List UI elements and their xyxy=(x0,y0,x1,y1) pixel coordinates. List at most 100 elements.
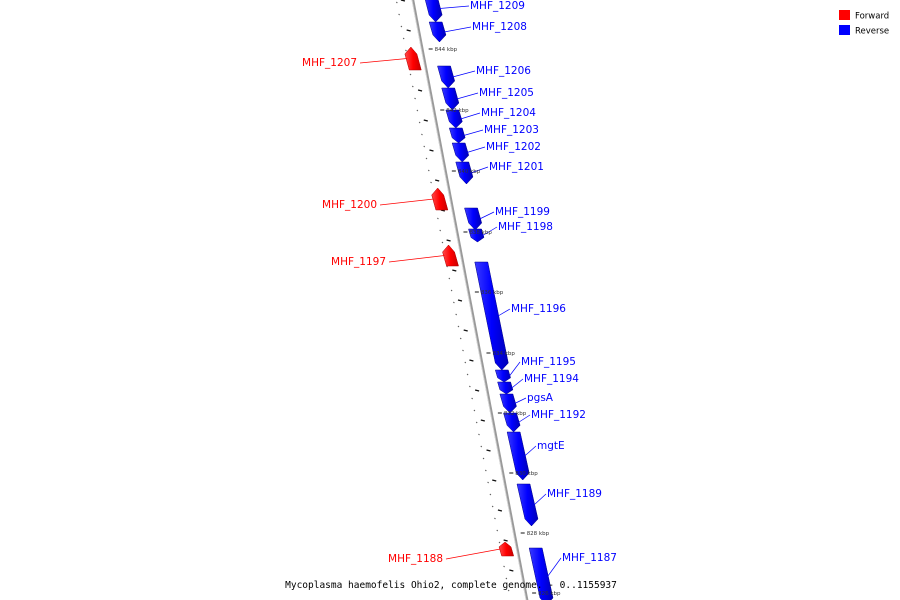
gene-leader-line xyxy=(445,548,501,560)
minor-tick xyxy=(398,13,400,16)
major-tick xyxy=(509,569,514,572)
kbp-label: 844 kbp xyxy=(435,47,458,53)
gene-label-pgsa[interactable]: pgsA xyxy=(527,392,554,404)
gene-arrow-mhf-1200[interactable] xyxy=(431,187,449,211)
gene-arrow-mhf-1199[interactable] xyxy=(464,207,482,231)
gene-label-mhf-1199[interactable]: MHF_1199 xyxy=(495,206,550,218)
major-tick xyxy=(417,89,423,92)
gene-label-mhf-1208[interactable]: MHF_1208 xyxy=(472,21,527,33)
gene-arrow-mhf-1194[interactable] xyxy=(497,381,514,395)
major-tick xyxy=(497,509,503,512)
minor-tick xyxy=(498,541,501,544)
gene-label-mhf-1207[interactable]: MHF_1207 xyxy=(302,57,357,69)
gene-leader-line xyxy=(524,445,537,457)
minor-tick xyxy=(462,349,464,352)
gene-arrow-mhf-1209[interactable] xyxy=(424,0,443,23)
gene-arrow-mhf-1188[interactable] xyxy=(498,541,515,557)
gene-label-mgte[interactable]: mgtE xyxy=(537,440,565,452)
kbp-label: 828 kbp xyxy=(527,531,550,537)
minor-tick xyxy=(439,229,442,232)
gene-leader-line xyxy=(482,226,498,236)
kbp-label: 832 kbp xyxy=(504,411,527,417)
gene-arrow-mhf-1206[interactable] xyxy=(437,65,455,89)
gene-label-mhf-1206[interactable]: MHF_1206 xyxy=(476,65,531,77)
minor-tick xyxy=(503,565,505,568)
gene-leader-line xyxy=(470,166,489,174)
gene-arrow-mhf-1205[interactable] xyxy=(441,87,460,111)
gene-arrow-mhf-1204[interactable] xyxy=(445,109,463,129)
gene-arrow-mhf-1208[interactable] xyxy=(428,21,447,43)
gene-label-mhf-1195[interactable]: MHF_1195 xyxy=(521,356,576,368)
gene-leader-line xyxy=(518,414,531,423)
gene-leader-line xyxy=(359,58,408,64)
gene-label-mhf-1204[interactable]: MHF_1204 xyxy=(481,107,536,119)
minor-tick xyxy=(475,421,478,424)
gene-label-mhf-1189[interactable]: MHF_1189 xyxy=(547,488,602,500)
minor-tick xyxy=(409,73,412,76)
major-tick xyxy=(400,0,406,2)
gene-label-mhf-1197[interactable]: MHF_1197 xyxy=(331,256,386,268)
gene-label-mhf-1192[interactable]: MHF_1192 xyxy=(531,409,586,421)
minor-tick xyxy=(494,517,496,520)
gene-arrow-mhf-1192[interactable] xyxy=(503,412,521,433)
minor-tick xyxy=(400,25,403,28)
minor-tick xyxy=(402,37,405,40)
major-tick xyxy=(423,119,428,122)
gene-label-mhf-1203[interactable]: MHF_1203 xyxy=(484,124,539,136)
gene-label-mhf-1188[interactable]: MHF_1188 xyxy=(388,553,443,565)
minor-tick xyxy=(425,157,428,160)
gene-arrow-mhf-1187[interactable] xyxy=(528,547,554,600)
gene-label-mhf-1200[interactable]: MHF_1200 xyxy=(322,199,377,211)
gene-arrow-mhf-1198[interactable] xyxy=(468,228,485,243)
gene-leader-line xyxy=(479,211,495,220)
gene-arrow-mhf-1196[interactable] xyxy=(474,261,509,371)
gene-label-mhf-1187[interactable]: MHF_1187 xyxy=(562,552,617,564)
gene-leader-line xyxy=(547,557,562,577)
gene-label-mhf-1205[interactable]: MHF_1205 xyxy=(479,87,534,99)
major-tick xyxy=(446,239,451,242)
minor-tick xyxy=(441,241,444,244)
major-tick xyxy=(435,179,440,182)
gene-leader-line xyxy=(511,378,524,389)
kbp-label: 838 kbp xyxy=(469,230,492,236)
kbp-label: 830 kbp xyxy=(515,471,538,477)
gene-arrow-mhf-1197[interactable] xyxy=(442,244,459,267)
gene-arrow-mhf-1207[interactable] xyxy=(404,46,422,71)
minor-tick xyxy=(414,97,416,100)
genome-axis-highlight xyxy=(411,0,527,600)
minor-tick xyxy=(416,109,419,112)
gene-label-mhf-1201[interactable]: MHF_1201 xyxy=(489,161,544,173)
kbp-label: 834 kbp xyxy=(492,351,515,357)
minor-tick xyxy=(430,181,432,184)
minor-tick xyxy=(491,505,494,508)
gene-leader-line xyxy=(379,198,434,206)
gene-leader-line xyxy=(463,129,484,136)
kbp-label: 836 kbp xyxy=(481,290,504,296)
major-tick xyxy=(474,389,480,392)
minor-tick xyxy=(471,397,473,400)
minor-tick xyxy=(405,49,407,52)
legend-reverse-swatch xyxy=(839,25,850,35)
major-tick xyxy=(429,149,434,152)
minor-tick xyxy=(473,409,476,412)
gene-arrow-mhf-1202[interactable] xyxy=(451,142,470,163)
gene-arrow-mhf-1189[interactable] xyxy=(516,483,539,527)
gene-label-mhf-1209[interactable]: MHF_1209 xyxy=(470,0,525,12)
minor-tick xyxy=(395,1,398,4)
gene-label-mhf-1196[interactable]: MHF_1196 xyxy=(511,303,566,315)
gene-arrow-mgte[interactable] xyxy=(506,431,530,481)
minor-tick xyxy=(453,301,455,304)
gene-arrow-pgsa[interactable] xyxy=(499,393,517,414)
kbp-label: 840 kbp xyxy=(458,169,481,175)
map-title: Mycoplasma haemofelis Ohio2, complete ge… xyxy=(285,580,617,591)
minor-tick xyxy=(464,361,467,364)
gene-arrow-mhf-1195[interactable] xyxy=(494,369,511,383)
gene-label-mhf-1202[interactable]: MHF_1202 xyxy=(486,141,541,153)
minor-tick xyxy=(482,457,485,460)
gene-label-mhf-1198[interactable]: MHF_1198 xyxy=(498,221,553,233)
gene-arrow-mhf-1201[interactable] xyxy=(455,161,474,185)
gene-leader-line xyxy=(452,70,476,78)
gene-label-mhf-1194[interactable]: MHF_1194 xyxy=(524,373,579,385)
gene-arrow-mhf-1203[interactable] xyxy=(448,127,466,144)
